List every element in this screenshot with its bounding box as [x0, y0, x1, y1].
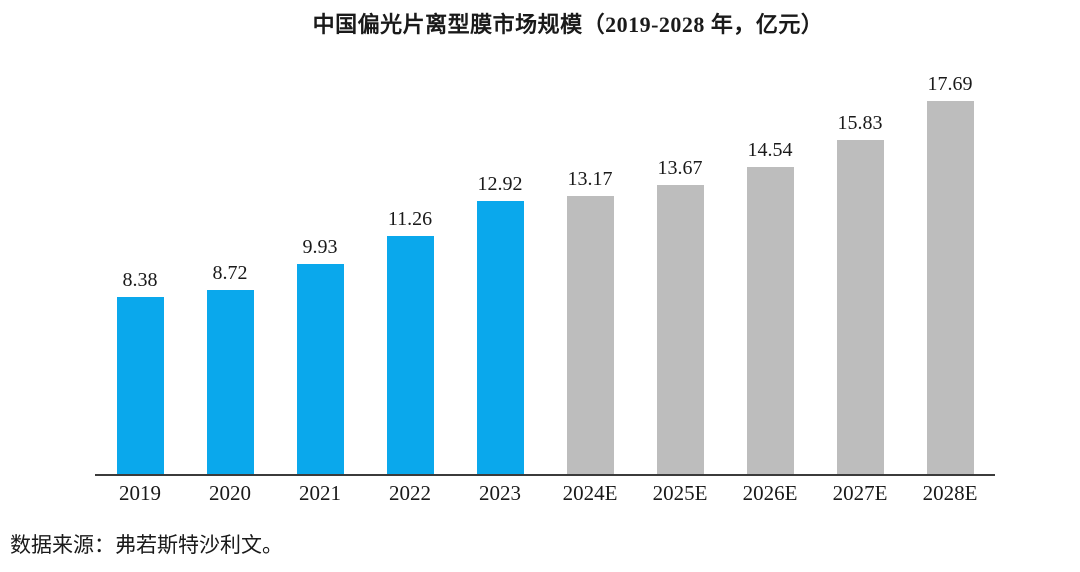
x-axis-labels: 2019 2020 2021 2022 2023 2024E 2025E 2026E 2027E…: [95, 481, 995, 506]
bar-group: 12.92: [455, 172, 545, 474]
bar-group: 8.38: [95, 268, 185, 474]
chart-title: 中国偏光片离型膜市场规模（2019-2028 年，亿元）: [312, 12, 824, 37]
bar-value-label: 8.72: [212, 261, 248, 284]
bar-value-label: 11.26: [387, 208, 433, 231]
forecast-bar: [746, 167, 794, 474]
bar-group: 11.26: [365, 207, 455, 474]
x-axis-tick-label: 2023: [479, 481, 521, 505]
x-axis-tick-label: 2025E: [652, 481, 708, 505]
forecast-bar: [656, 185, 704, 474]
bar-group: 8.72: [185, 261, 275, 474]
x-axis-tick-label: 2022: [389, 481, 431, 505]
bar-value-label: 8.38: [122, 269, 158, 292]
bar-group: 13.17: [545, 167, 635, 474]
data-source-note: 数据来源：弗若斯特沙利文。: [10, 533, 283, 557]
bar-value-label: 15.83: [837, 111, 883, 134]
x-axis-tick-label: 2028E: [922, 481, 978, 505]
bar-value-label: 13.17: [567, 168, 613, 190]
actual-bar: [206, 289, 254, 474]
bar-value-label: 14.54: [747, 139, 793, 161]
x-axis-tick-label: 2019: [119, 481, 161, 505]
bar-value-label: 17.69: [927, 72, 973, 95]
bar-group: 15.83: [815, 111, 905, 474]
actual-bar: [386, 236, 434, 474]
actual-bar: [296, 264, 344, 474]
bar-group: 13.67: [635, 156, 725, 474]
bar-value-label: 12.92: [477, 173, 523, 196]
forecast-bar: [926, 100, 974, 474]
bar-value-label: 13.67: [657, 157, 703, 180]
forecast-bar: [566, 196, 614, 474]
bar-group: 9.93: [275, 235, 365, 474]
actual-bar: [476, 201, 524, 474]
x-axis-tick-label: 2024E: [562, 481, 618, 505]
bar-value-label: 9.93: [302, 236, 338, 259]
forecast-bar: [836, 139, 884, 474]
x-axis-tick-label: 2026E: [742, 481, 798, 505]
bar-group: 14.54: [725, 138, 815, 474]
actual-bar: [116, 297, 164, 474]
bar-group: 17.69: [905, 72, 995, 474]
bar-plot: 8.38 8.72 9.93 11.26 12.92 13.17 13.67 14.54 15.…: [95, 56, 995, 476]
x-axis-tick-label: 2020: [209, 481, 251, 505]
x-axis-tick-label: 2027E: [832, 481, 888, 505]
x-axis-tick-label: 2021: [299, 481, 341, 505]
